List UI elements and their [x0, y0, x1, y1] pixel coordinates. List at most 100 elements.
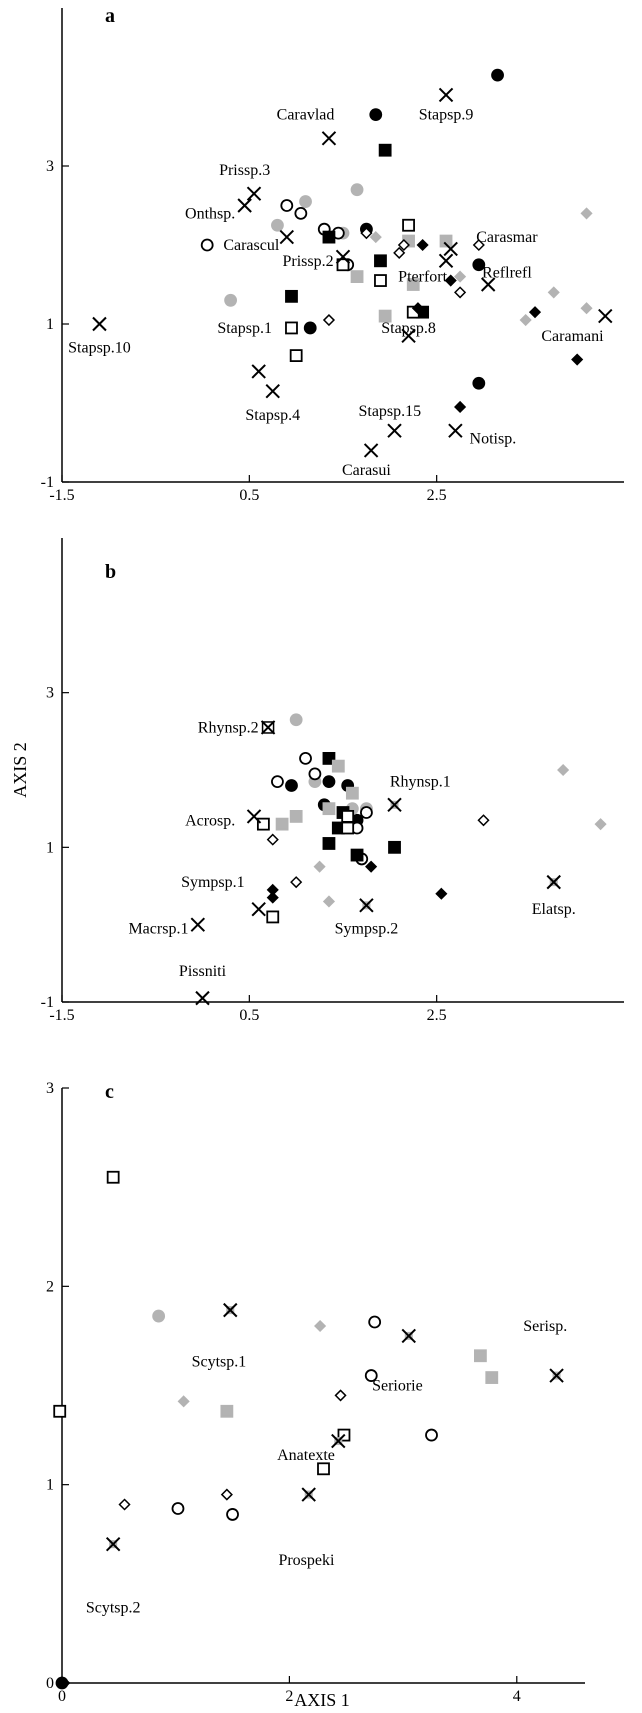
species-marker-a-7 [443, 241, 458, 257]
point-c-19 [58, 1676, 71, 1690]
species-label-a-11: Stapsp.8 [381, 320, 436, 337]
point-b-25 [275, 817, 289, 831]
point-a-6-shape [224, 293, 238, 307]
species-marker-a-6-stroke-2 [335, 249, 351, 265]
point-c-3 [364, 1369, 378, 1382]
point-b-32-shape [266, 891, 279, 904]
point-b-20 [388, 840, 401, 854]
point-a-36 [528, 306, 542, 319]
point-a-12-shape [280, 199, 294, 212]
point-b-0 [285, 779, 298, 792]
point-c-6 [171, 1502, 185, 1515]
species-label-a-12: Stapsp.1 [217, 320, 272, 337]
point-b-34 [313, 860, 326, 873]
point-c-8 [485, 1371, 499, 1384]
species-marker-a-1-stroke-2 [246, 186, 262, 201]
point-a-26 [378, 309, 392, 323]
point-c-2-shape [368, 1315, 382, 1329]
x-tick-label-c-0: 0 [58, 1688, 66, 1705]
species-label-a-8: Pterfort [398, 269, 447, 286]
panel-b: b -1.5 0.5 2.5 -1 1 3 Rhynsp.2 Rhynsp.1 Acrosp. S… [41, 538, 624, 1024]
point-b-19 [350, 848, 364, 862]
x-tick-label-c-1: 2 [285, 1688, 293, 1705]
point-a-33-shape [416, 238, 429, 252]
species-marker-b-7-stroke-2 [195, 990, 210, 1006]
point-b-34-shape [313, 860, 326, 873]
species-marker-c-1-stroke-2 [401, 1328, 416, 1344]
point-a-25 [406, 278, 420, 291]
point-a-43 [580, 302, 593, 315]
point-a-32-shape [289, 349, 303, 363]
point-a-28 [336, 258, 350, 272]
species-marker-a-0-stroke-2 [92, 316, 107, 332]
point-b-39 [290, 876, 303, 889]
point-a-43-shape [580, 302, 593, 315]
point-a-25-shape [406, 278, 420, 291]
point-a-42-shape [547, 286, 560, 299]
point-a-8 [299, 195, 312, 208]
species-marker-c-5 [105, 1536, 121, 1552]
point-c-6-shape [171, 1502, 185, 1515]
point-c-7-shape [473, 1349, 487, 1363]
species-label-c-2: Serisp. [523, 1318, 567, 1335]
species-marker-a-11-stroke-2 [401, 328, 416, 344]
point-b-24-shape [289, 810, 303, 823]
point-a-35-shape [411, 302, 424, 315]
point-c-14 [314, 1319, 327, 1333]
point-a-7-shape [271, 218, 284, 232]
panel-c-letter: c [105, 1081, 114, 1103]
point-b-19-shape [350, 848, 364, 862]
point-b-21 [331, 759, 345, 773]
point-a-50-shape [322, 313, 336, 327]
point-a-7 [271, 218, 284, 232]
species-marker-b-1-stroke-2 [387, 797, 402, 813]
point-a-8-shape [299, 195, 312, 208]
point-a-11-shape [200, 238, 214, 252]
point-a-46-shape [393, 246, 406, 259]
point-b-18 [322, 837, 336, 850]
species-marker-c-0-stroke-2 [223, 1302, 238, 1318]
panel-b-letter: b [105, 561, 116, 583]
species-label-c-5: Scytsp.2 [86, 1600, 141, 1617]
species-marker-a-2 [237, 198, 252, 213]
species-label-a-13: Stapsp.4 [245, 407, 300, 424]
point-c-9 [220, 1404, 234, 1418]
point-b-26-shape [256, 817, 270, 831]
point-a-3 [472, 258, 486, 272]
species-label-b-0: Rhynsp.2 [198, 719, 259, 736]
point-b-32 [266, 891, 279, 904]
point-b-23 [322, 802, 336, 816]
species-marker-b-6 [190, 917, 206, 932]
point-a-22-shape [350, 270, 364, 284]
point-c-1 [152, 1309, 166, 1323]
point-a-45 [360, 227, 373, 240]
species-marker-a-14 [387, 423, 402, 438]
y-tick-label-c-3: 3 [46, 1080, 54, 1097]
point-b-20-shape [388, 840, 401, 854]
point-a-40 [454, 270, 467, 283]
species-marker-b-3-stroke-2 [251, 901, 266, 917]
point-c-13-shape [317, 1462, 330, 1476]
species-marker-b-0 [260, 720, 276, 735]
species-marker-a-13-stroke-2 [265, 383, 280, 399]
species-label-a-16: Carasui [342, 462, 391, 479]
point-c-5 [226, 1508, 239, 1521]
species-marker-c-5-stroke-2 [105, 1536, 121, 1552]
point-a-47-shape [397, 238, 410, 252]
species-marker-a-10-stroke-2 [598, 308, 613, 324]
point-b-36 [557, 763, 570, 777]
point-a-29-shape [374, 274, 387, 287]
species-marker-b-3 [251, 901, 266, 917]
species-label-c-3: Anatexte [277, 1447, 335, 1464]
species-marker-c-4 [301, 1487, 316, 1502]
point-b-1 [322, 775, 336, 788]
point-a-18 [322, 230, 336, 244]
point-a-49 [454, 286, 467, 299]
point-b-10 [308, 767, 322, 781]
point-c-18 [220, 1488, 233, 1501]
y-tick-label-c-0: 0 [46, 1675, 54, 1692]
species-label-a-5: Carascul [223, 237, 280, 254]
point-a-6 [224, 293, 238, 307]
species-marker-a-11 [401, 328, 416, 344]
point-a-35 [411, 302, 424, 315]
